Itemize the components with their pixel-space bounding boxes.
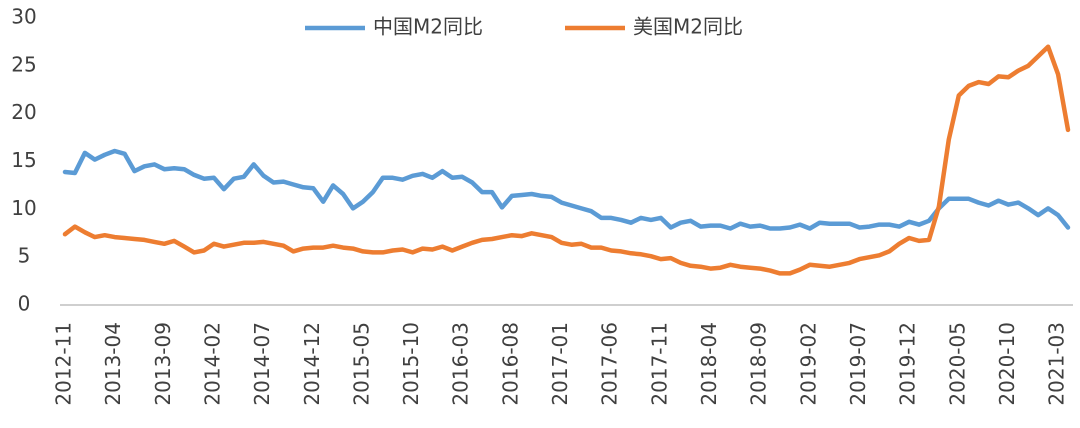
x-tick-label: 2020-05: [945, 322, 969, 406]
y-tick-label: 0: [18, 292, 31, 316]
x-tick-label: 2016-08: [498, 322, 522, 406]
x-tick-label: 2014-12: [300, 322, 324, 406]
x-tick-label: 2013-04: [101, 322, 125, 406]
x-tick-label: 2015-10: [399, 322, 423, 406]
x-tick-label: 2014-07: [250, 322, 274, 406]
x-tick-label: 2017-01: [548, 322, 572, 406]
series-line: [62, 44, 1071, 276]
legend-label: 美国M2同比: [633, 15, 743, 39]
series-line: [62, 148, 1071, 231]
x-tick-label: 2016-03: [449, 322, 473, 406]
x-tick-label: 2015-05: [349, 322, 373, 406]
x-tick-label: 2019-12: [896, 322, 920, 406]
y-tick-label: 10: [11, 196, 36, 220]
y-tick-label: 15: [11, 148, 36, 172]
y-tick-label: 5: [18, 244, 31, 268]
legend-label: 中国M2同比: [373, 15, 483, 39]
y-tick-label: 20: [11, 100, 36, 124]
x-tick-label: 2013-09: [151, 322, 175, 406]
x-tick-label: 2017-06: [598, 322, 622, 406]
x-tick-label: 2012-11: [52, 322, 76, 406]
y-tick-label: 25: [11, 52, 36, 76]
y-tick-label: 30: [11, 5, 36, 29]
x-tick-label: 2021-03: [1045, 322, 1069, 406]
x-tick-label: 2018-04: [697, 322, 721, 406]
x-tick-label: 2020-10: [995, 322, 1019, 406]
x-tick-label: 2014-02: [200, 322, 224, 406]
x-tick-label: 2017-11: [647, 322, 671, 406]
x-tick-label: 2018-09: [747, 322, 771, 406]
x-tick-label: 2019-02: [796, 322, 820, 406]
x-tick-label: 2019-07: [846, 322, 870, 406]
